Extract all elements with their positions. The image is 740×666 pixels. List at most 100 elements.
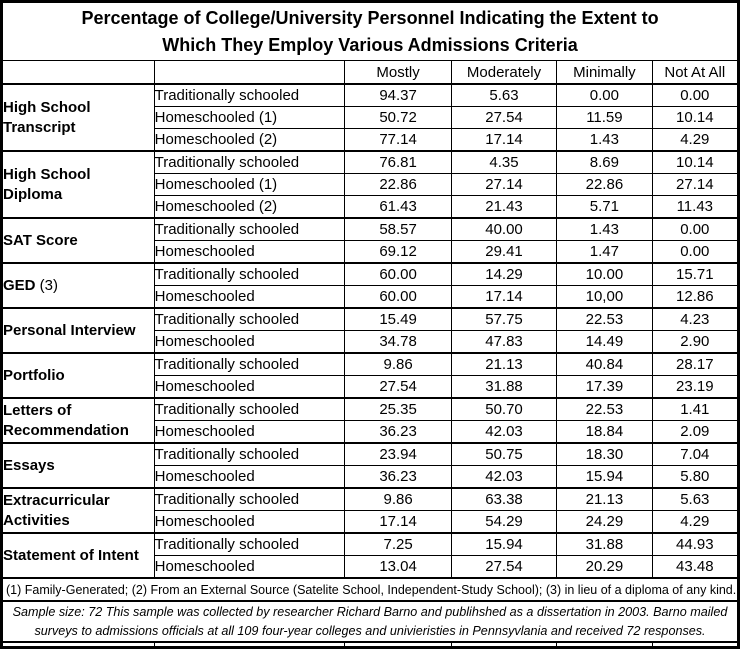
value-cell: 4.23: [651, 307, 740, 331]
criterion-label: High School Diploma: [3, 166, 91, 203]
subgroup-cell: Traditionally schooled: [153, 487, 346, 511]
table-row: GED (3) Traditionally schooled 60.00 14.…: [1, 262, 740, 309]
value-cell: 27.14: [450, 173, 558, 196]
value-cell: 22.86: [556, 173, 653, 196]
criterion-label: Essays: [3, 456, 55, 474]
bottom-strip-cell: [556, 641, 653, 648]
table-row: Letters of Recommendation Traditionally …: [1, 397, 740, 444]
value-cell: 20.29: [556, 555, 653, 579]
value-cell: 23.19: [651, 375, 740, 399]
value-cell: 10,00: [556, 285, 653, 309]
subgroup-cell: Homeschooled (1): [153, 106, 346, 129]
subgroup-cell: Traditionally schooled: [153, 83, 346, 107]
criterion-cell: High School Transcript: [1, 83, 155, 152]
value-cell: 40.00: [450, 217, 558, 241]
subgroup-cell: Homeschooled (1): [153, 173, 346, 196]
table-row: Portfolio Traditionally schooled 9.86 21…: [1, 352, 740, 399]
subgroup-cell: Traditionally schooled: [153, 262, 346, 286]
value-cell: 17.14: [344, 510, 452, 534]
value-cell: 27.14: [651, 173, 740, 196]
value-cell: 36.23: [344, 420, 452, 444]
value-cell: 36.23: [344, 465, 452, 489]
table-row: High School Diploma Traditionally school…: [1, 150, 740, 219]
header-cell-criterion: [1, 60, 155, 85]
criterion-note: (3): [35, 276, 59, 294]
header-cell-minimally: Minimally: [556, 60, 653, 85]
value-cell: 76.81: [344, 150, 452, 174]
value-cell: 4.29: [651, 510, 740, 534]
value-cell: 69.12: [344, 240, 452, 264]
table-row: Homeschooled 17.14 54.29 24.29 4.29: [2, 510, 740, 534]
header-row: Mostly Moderately Minimally Not At All: [1, 60, 740, 85]
value-cell: 24.29: [556, 510, 653, 534]
table-row: SAT Score Traditionally schooled 58.57 4…: [1, 217, 740, 264]
table-row: Extracurricular Activities Traditionally…: [1, 487, 740, 534]
criterion-cell: Personal Interview: [1, 307, 155, 354]
criterion-cell: Portfolio: [1, 352, 155, 399]
value-cell: 0.00: [651, 83, 740, 107]
value-cell: 28.17: [651, 352, 740, 376]
value-cell: 58.57: [344, 217, 452, 241]
value-cell: 25.35: [344, 397, 452, 421]
subgroup-cell: Homeschooled: [153, 555, 346, 579]
admissions-criteria-table: Percentage of College/University Personn…: [0, 0, 740, 649]
subgroup-cell: Homeschooled: [153, 510, 346, 534]
value-cell: 8.69: [556, 150, 653, 174]
value-cell: 5.71: [556, 195, 653, 219]
criterion-cell: Extracurricular Activities: [1, 487, 155, 534]
criterion-label: High School Transcript: [3, 99, 91, 136]
subgroup-cell: Homeschooled: [153, 240, 346, 264]
header-cell-subgroup: [153, 60, 346, 85]
table-row: Homeschooled (2) 61.43 21.43 5.71 11.43: [2, 195, 740, 219]
value-cell: 17.39: [556, 375, 653, 399]
value-cell: 40.84: [556, 352, 653, 376]
footnote-2: Sample size: 72 This sample was collecte…: [1, 600, 739, 643]
value-cell: 14.29: [450, 262, 558, 286]
value-cell: 22.86: [344, 173, 452, 196]
value-cell: 11.59: [556, 106, 653, 129]
footnote-row-2: Sample size: 72 This sample was collecte…: [1, 600, 739, 643]
subgroup-cell: Traditionally schooled: [153, 442, 346, 466]
value-cell: 15.94: [556, 465, 653, 489]
header-cell-not-at-all: Not At All: [651, 60, 740, 85]
table-row: Personal Interview Traditionally schoole…: [1, 307, 740, 354]
criterion-cell: Essays: [1, 442, 155, 489]
value-cell: 1.41: [651, 397, 740, 421]
subgroup-cell: Homeschooled (2): [153, 128, 346, 152]
value-cell: 63.38: [450, 487, 558, 511]
table-row: Homeschooled 69.12 29.41 1.47 0.00: [2, 240, 740, 264]
value-cell: 34.78: [344, 330, 452, 354]
table-row: Homeschooled (1) 50.72 27.54 11.59 10.14: [2, 106, 740, 129]
value-cell: 7.04: [651, 442, 740, 466]
value-cell: 31.88: [556, 532, 653, 556]
title-line-1: Percentage of College/University Personn…: [81, 7, 659, 28]
criterion-cell: GED (3): [1, 262, 155, 309]
criterion-cell: Statement of Intent: [1, 532, 155, 579]
bottom-strip-row: [1, 641, 740, 648]
value-cell: 0.00: [651, 240, 740, 264]
value-cell: 42.03: [450, 420, 558, 444]
subgroup-cell: Traditionally schooled: [153, 150, 346, 174]
value-cell: 42.03: [450, 465, 558, 489]
value-cell: 44.93: [651, 532, 740, 556]
criterion-cell: High School Diploma: [1, 150, 155, 219]
criterion-label: GED: [3, 276, 36, 294]
subgroup-cell: Traditionally schooled: [153, 352, 346, 376]
value-cell: 50.70: [450, 397, 558, 421]
value-cell: 18.84: [556, 420, 653, 444]
value-cell: 2.09: [651, 420, 740, 444]
value-cell: 12.86: [651, 285, 740, 309]
subgroup-cell: Traditionally schooled: [153, 532, 346, 556]
criterion-label: Extracurricular Activities: [3, 492, 110, 529]
value-cell: 2.90: [651, 330, 740, 354]
value-cell: 10.00: [556, 262, 653, 286]
footnote-1: (1) Family-Generated; (2) From an Extern…: [1, 577, 739, 602]
value-cell: 0.00: [651, 217, 740, 241]
subgroup-cell: Traditionally schooled: [153, 397, 346, 421]
value-cell: 1.43: [556, 128, 653, 152]
subgroup-cell: Homeschooled (2): [153, 195, 346, 219]
value-cell: 10.14: [651, 106, 740, 129]
bottom-strip-cell: [651, 641, 740, 648]
value-cell: 27.54: [450, 106, 558, 129]
table-row: Essays Traditionally schooled 23.94 50.7…: [1, 442, 740, 489]
